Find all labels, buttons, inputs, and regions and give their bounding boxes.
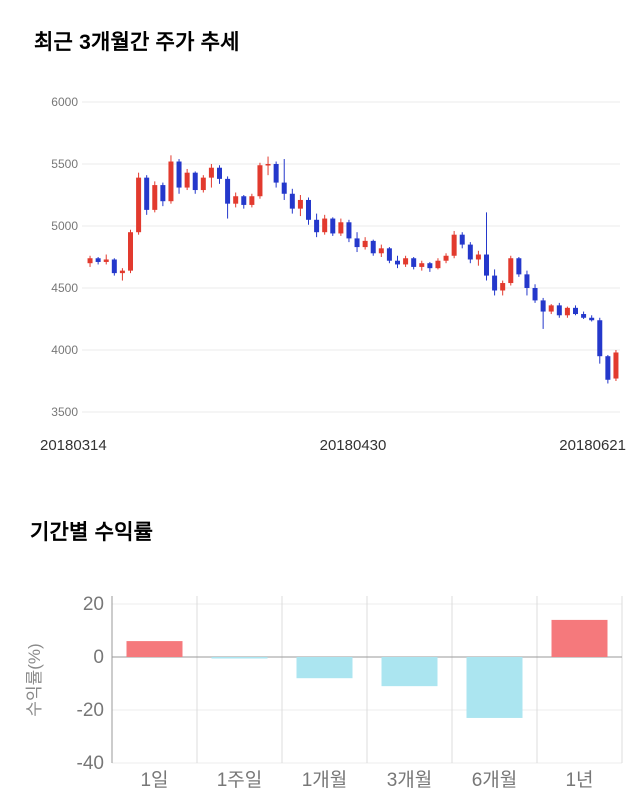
return-bar [381, 657, 438, 687]
candle-body [435, 260, 441, 269]
x-axis-label: 20180430 [320, 437, 387, 454]
y-tick-label: 6000 [51, 95, 78, 109]
category-label: 1주일 [217, 769, 263, 791]
candle-body [297, 199, 303, 209]
category-label: 1일 [140, 769, 168, 791]
candle-body [330, 218, 336, 234]
y-tick-label: 5000 [51, 219, 78, 233]
return-bar [211, 657, 268, 659]
candlestick-chart: 6000 5500 5000 4500 4000 3500 20180314 20180430… [40, 95, 626, 454]
candle-body [581, 314, 587, 318]
candle-body [605, 356, 611, 380]
candle-body [467, 244, 473, 260]
candle-body [160, 185, 166, 202]
candle-body [119, 270, 125, 274]
returns-bar-chart: 20 0 -20 -40 수익률(%) 1일 1주일 1개월 3개월 6개월 1년 [25, 594, 623, 791]
category-label: 3개월 [387, 769, 433, 791]
candle-body [451, 234, 457, 256]
candle-body [184, 172, 190, 188]
return-bar [551, 619, 608, 657]
return-bar [126, 641, 183, 657]
candle-body [419, 263, 425, 267]
candle-body [87, 258, 93, 264]
candle-body [265, 164, 271, 166]
candle-body [403, 258, 409, 265]
y-tick-label: 5500 [51, 157, 78, 171]
candle-body [168, 161, 174, 202]
candle-body [564, 307, 570, 316]
candle-body [233, 196, 239, 204]
candle-body [176, 161, 182, 188]
candle-body [484, 254, 489, 276]
category-label: 6개월 [472, 769, 518, 791]
y-tick-label: 4000 [51, 343, 78, 357]
candle-body [273, 164, 279, 183]
candle-body [548, 305, 554, 312]
candle-body [386, 248, 392, 261]
candle-body [370, 240, 376, 254]
candle-body [217, 167, 222, 179]
candle-body [508, 258, 514, 284]
y-tick-label: 20 [83, 594, 104, 615]
candle-body [459, 234, 465, 245]
candle-body [281, 182, 287, 194]
candle-body [443, 255, 449, 261]
candle-body [144, 177, 150, 210]
return-bar [466, 657, 523, 718]
candle-body [589, 317, 595, 321]
candle-body [395, 260, 400, 265]
y-tick-label: 3500 [51, 405, 78, 419]
candle-body [338, 222, 344, 234]
candle-body [192, 172, 198, 191]
candle-body [111, 259, 117, 274]
candle-body [411, 258, 417, 267]
candle-body [225, 178, 231, 204]
candle-body [597, 320, 603, 357]
category-label: 1년 [565, 769, 593, 791]
candle-body [152, 185, 158, 210]
x-axis-label: 20180314 [40, 437, 107, 454]
x-axis-label: 20180621 [559, 437, 626, 454]
y-tick-label: -20 [77, 700, 104, 721]
candle-body [346, 222, 352, 239]
candle-body [128, 232, 133, 271]
candle-body [427, 263, 433, 269]
candle-body [540, 300, 546, 312]
candle-body [289, 193, 295, 209]
candle-body [354, 238, 360, 248]
price-trend-title: 최근 3개월간 주가 추세 [34, 31, 240, 54]
y-tick-label: -40 [77, 753, 104, 774]
candle-body [249, 196, 255, 205]
candle-body [573, 307, 578, 315]
returns-title: 기간별 수익률 [30, 521, 154, 544]
y-tick-label: 0 [93, 647, 104, 668]
candle-body [95, 258, 101, 262]
category-label: 1개월 [302, 769, 348, 791]
candle-body [306, 199, 311, 220]
candle-body [500, 283, 506, 291]
candle-body [524, 274, 530, 288]
candle-body [516, 258, 522, 275]
return-bar [296, 657, 353, 679]
candle-body [136, 177, 142, 233]
candle-body [492, 275, 498, 291]
candle-body [532, 288, 538, 301]
y-axis-title: 수익률(%) [25, 643, 44, 716]
candle-body [103, 259, 109, 262]
candle-body [200, 177, 206, 191]
candle-body [257, 165, 263, 197]
candle-body [314, 219, 320, 233]
candle-body [475, 254, 481, 260]
candle-body [556, 305, 562, 316]
y-tick-label: 4500 [51, 281, 78, 295]
candle-body [241, 196, 247, 205]
candle-body [613, 352, 619, 379]
candle-body [322, 218, 328, 233]
candle-body [378, 248, 384, 254]
candle-body [208, 167, 214, 178]
candle-body [362, 240, 368, 248]
